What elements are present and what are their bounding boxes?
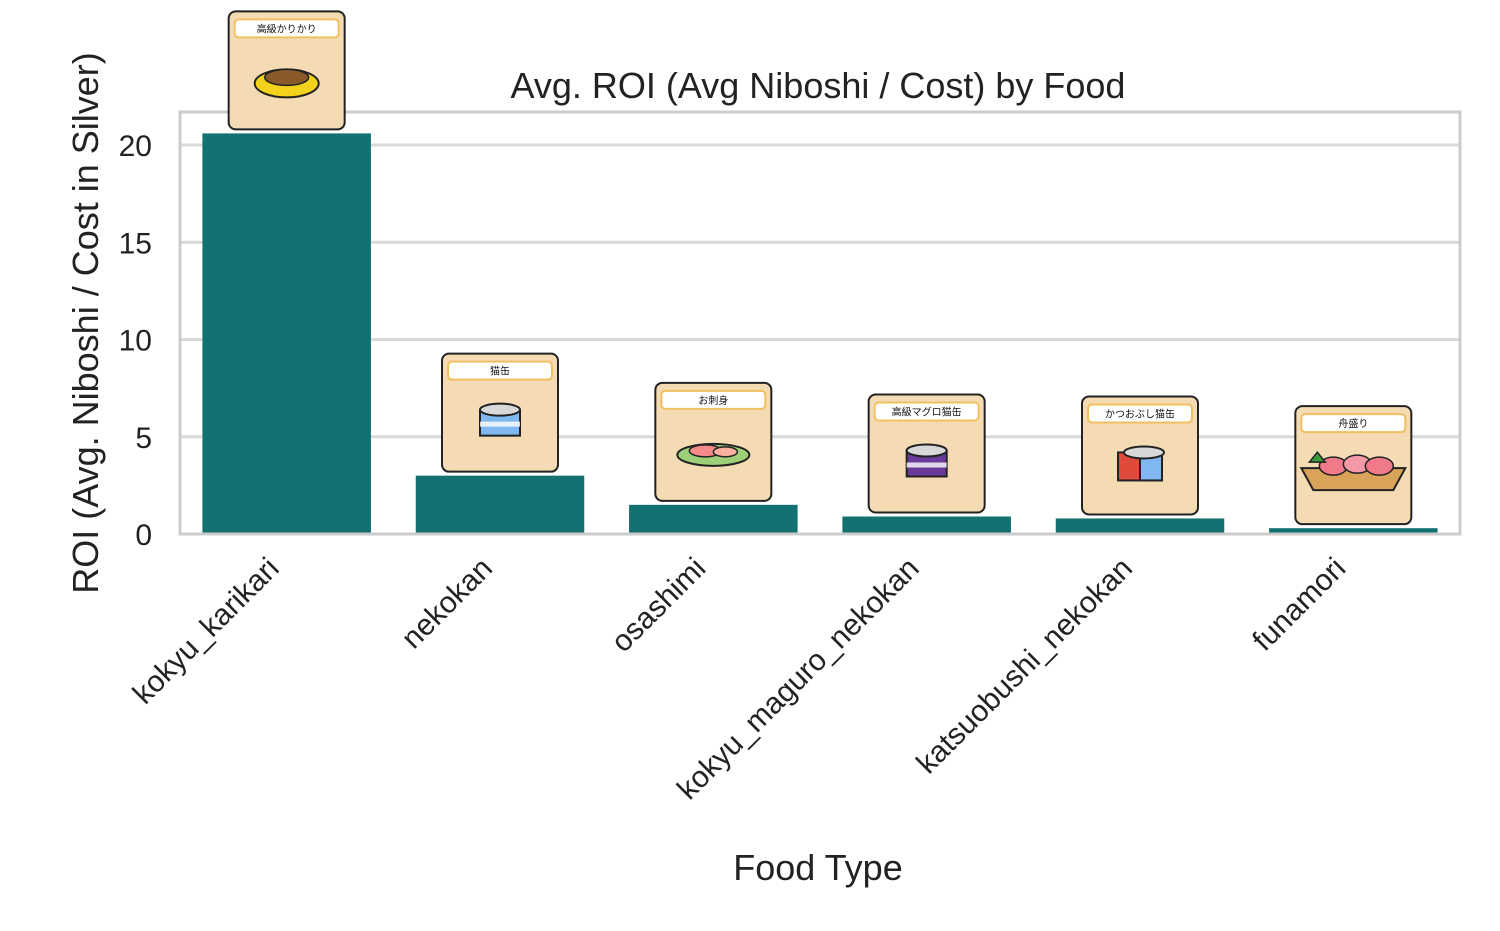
food-card: 高級マグロ猫缶: [867, 393, 986, 514]
can-icon: [479, 402, 521, 437]
food-card: 舟盛り: [1294, 405, 1413, 526]
boat-platter-icon: [1299, 450, 1408, 492]
y-tick-label: 5: [135, 422, 152, 455]
card-label-box: [233, 18, 340, 39]
bar: [415, 475, 585, 534]
card-label-box: [660, 389, 767, 410]
bar: [1269, 528, 1438, 534]
y-tick-label: 20: [119, 130, 152, 163]
card-label: 猫缶: [490, 365, 510, 378]
x-tick-label: funamori: [1246, 552, 1352, 658]
plot-frame: [178, 110, 1462, 536]
card-label: 高級マグロ猫缶: [892, 405, 962, 418]
x-tick-label: nekokan: [395, 552, 499, 656]
card-label: 舟盛り: [1338, 417, 1368, 430]
sashimi-plate-icon: [676, 442, 751, 467]
card-label: 高級かりかり: [257, 22, 317, 35]
y-ticks: 0 5 10 15 20: [119, 130, 152, 552]
food-card: 猫缶: [441, 352, 559, 473]
grid-lines: [180, 143, 1460, 439]
card-label-box: [447, 360, 553, 381]
bonito-can-icon: [1117, 445, 1165, 482]
card-label: お刺身: [698, 394, 728, 407]
bar: [629, 504, 798, 534]
food-card: 高級かりかり: [227, 10, 346, 131]
x-tick-label: osashimi: [605, 552, 712, 659]
card-label-box: [873, 401, 980, 422]
card-frame: [654, 381, 773, 502]
x-ticks: kokyu_karikari nekokan osashimikokyu_magur…: [127, 552, 1353, 806]
purple-can-icon: [905, 443, 948, 478]
y-tick-label: 10: [119, 325, 152, 358]
x-axis-label: Food Type: [733, 847, 902, 888]
bowl-icon: [253, 68, 320, 99]
bars: [202, 133, 1438, 534]
food-card: かつおぶし猫缶: [1081, 395, 1199, 516]
x-tick-label: kokyu_maguro_nekokan: [671, 552, 925, 806]
y-axis-label: ROI (Avg. Niboshi / Cost in Silver): [65, 52, 106, 594]
x-tick-label: kokyu_karikari: [127, 552, 286, 711]
card-label-box: [1087, 403, 1193, 424]
card-label: かつおぶし猫缶: [1105, 407, 1175, 420]
bar: [202, 133, 371, 534]
y-tick-label: 15: [119, 227, 152, 260]
bar: [842, 516, 1011, 534]
food-card: お刺身: [654, 381, 773, 502]
x-tick-label: katsuobushi_nekokan: [910, 552, 1139, 781]
y-tick-label: 0: [135, 519, 152, 552]
chart-title: Avg. ROI (Avg Niboshi / Cost) by Food: [511, 65, 1126, 106]
bar: [1055, 518, 1225, 534]
card-label-box: [1300, 413, 1407, 434]
